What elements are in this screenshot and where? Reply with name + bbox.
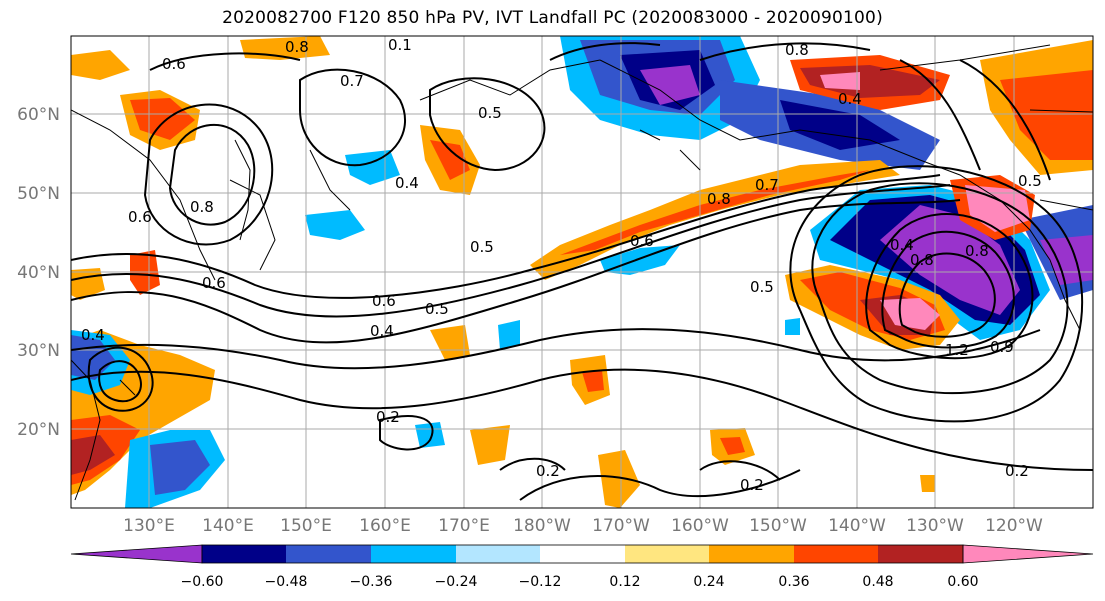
lat-label: 50°N xyxy=(17,184,60,204)
contour-label: 0.6 xyxy=(372,292,396,310)
lon-label: 130°E xyxy=(123,516,175,536)
colorbar: −0.60 −0.48 −0.36 −0.24 −0.12 0.12 0.24 … xyxy=(70,544,1094,590)
colorbar-tick: 0.12 xyxy=(609,574,640,590)
lat-label: 20°N xyxy=(17,420,60,440)
contour-label: 0.9 xyxy=(990,338,1014,356)
lon-label: 130°W xyxy=(906,516,964,536)
colorbar-segment xyxy=(625,545,709,563)
contour-label: 0.4 xyxy=(395,174,419,192)
colorbar-tick: −0.48 xyxy=(265,574,308,590)
contour-label: 0.5 xyxy=(1018,172,1042,190)
contour-label: 0.5 xyxy=(470,238,494,256)
lon-label: 150°W xyxy=(749,516,807,536)
colorbar-segment xyxy=(202,545,286,563)
contour-label: 0.8 xyxy=(190,198,214,216)
contour-label: 0.7 xyxy=(755,176,779,194)
contour-label: 0.8 xyxy=(910,251,934,269)
contour-label: 0.8 xyxy=(785,41,809,59)
colorbar-segment xyxy=(878,545,963,563)
colorbar-tick: −0.24 xyxy=(435,574,478,590)
colorbar-ticks: −0.60 −0.48 −0.36 −0.24 −0.12 0.12 0.24 … xyxy=(181,574,979,590)
map-title: 2020082700 F120 850 hPa PV, IVT Landfall… xyxy=(222,8,883,28)
colorbar-segments xyxy=(70,544,1094,564)
colorbar-tick: −0.36 xyxy=(350,574,393,590)
colorbar-segment xyxy=(70,544,203,564)
contour-label: 0.4 xyxy=(370,322,394,340)
contour-label: 0.4 xyxy=(890,236,914,254)
lon-label: 170°W xyxy=(592,516,650,536)
contour-label: 0.8 xyxy=(285,38,309,56)
colorbar-tick: 0.60 xyxy=(947,574,978,590)
contour-label: 0.8 xyxy=(965,242,989,260)
contour-label: 0.1 xyxy=(388,36,412,54)
contour-label: 0.5 xyxy=(478,104,502,122)
map-layers xyxy=(71,36,1093,508)
contour-label: 0.7 xyxy=(340,72,364,90)
contour-label-layer: 0.8 0.1 0.6 0.7 0.4 0.5 0.8 0.4 0.8 0.6 … xyxy=(81,36,1042,494)
colorbar-segment xyxy=(286,545,371,563)
lat-label: 60°N xyxy=(17,105,60,125)
colorbar-segment xyxy=(709,545,794,563)
lon-label: 140°W xyxy=(828,516,886,536)
colorbar-segment xyxy=(371,545,456,563)
colorbar-tick: 0.36 xyxy=(778,574,809,590)
contour-label: 0.2 xyxy=(376,408,400,426)
colorbar-segment xyxy=(794,545,878,563)
contour-label: 0.5 xyxy=(750,278,774,296)
colorbar-tick: 0.24 xyxy=(693,574,724,590)
latitude-labels: 60°N 50°N 40°N 30°N 20°N xyxy=(17,105,60,440)
lon-label: 150°E xyxy=(280,516,332,536)
colorbar-outline xyxy=(201,544,964,564)
colorbar-segment xyxy=(962,544,1094,564)
contour-label: 0.6 xyxy=(128,208,152,226)
contour-label: 0.2 xyxy=(1005,462,1029,480)
lon-label: 140°E xyxy=(202,516,254,536)
contour-label: 0.2 xyxy=(536,462,560,480)
lat-label: 40°N xyxy=(17,263,60,283)
contour-label: 0.6 xyxy=(162,55,186,73)
lon-label: 120°W xyxy=(985,516,1043,536)
lon-label: 170°E xyxy=(438,516,490,536)
contour-label: 0.6 xyxy=(630,232,654,250)
colorbar-tick: −0.12 xyxy=(519,574,562,590)
contour-label: 0.2 xyxy=(740,476,764,494)
contour-label: 1.2 xyxy=(945,341,969,359)
map-frame xyxy=(70,35,1094,509)
lat-label: 30°N xyxy=(17,341,60,361)
contour-lines xyxy=(71,42,1093,501)
contour-label: 0.4 xyxy=(81,326,105,344)
colorbar-segment xyxy=(540,545,625,563)
contour-label: 0.6 xyxy=(202,274,226,292)
lon-label: 160°E xyxy=(359,516,411,536)
colorbar-tick: 0.48 xyxy=(862,574,893,590)
contour-label: 0.8 xyxy=(707,190,731,208)
longitude-labels: 130°E 140°E 150°E 160°E 170°E 180°W 170°… xyxy=(123,516,1043,536)
contour-label: 0.5 xyxy=(425,300,449,318)
lon-label: 160°W xyxy=(671,516,729,536)
colorbar-segment xyxy=(456,545,540,563)
contour-label: 0.4 xyxy=(838,90,862,108)
lon-label: 180°W xyxy=(513,516,571,536)
colorbar-tick: −0.60 xyxy=(181,574,224,590)
